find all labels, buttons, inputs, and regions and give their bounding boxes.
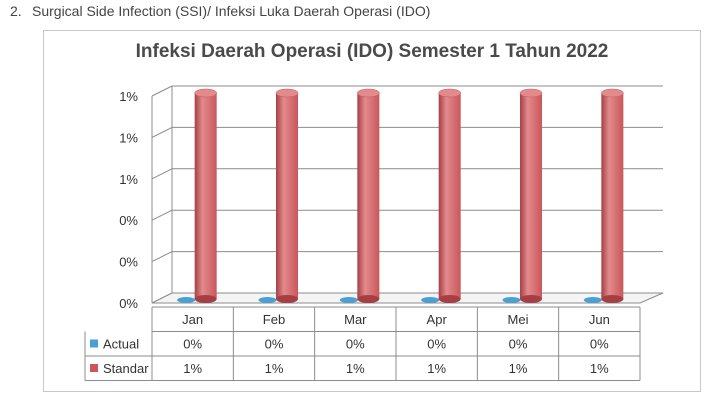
section-heading: 2. Surgical Side Infection (SSI)/ Infeksi… [10,3,430,19]
bar-standar [520,93,543,299]
data-label: 0% [509,337,528,352]
gridline-side [151,251,173,263]
bar-standar [438,93,461,299]
gridline-side [151,168,173,180]
bar-standar-top [357,88,380,98]
bar-standar-top [194,88,217,98]
bar-standar [601,93,624,299]
y-tick-label: 1% [119,172,138,187]
y-tick-label: 1% [119,89,138,104]
bar-standar-base [357,295,380,303]
y-tick-label: 0% [119,255,138,270]
data-label: 0% [427,337,446,352]
grid-layer: 0% 0% 0% 1% 1% 1% [119,85,664,311]
gridline-side [151,85,173,97]
bar-standar-top [275,88,299,98]
bar-standar [194,93,217,299]
bar-standar-base [601,295,624,303]
bar-standar-top [601,88,624,98]
y-tick-label: 1% [119,130,138,145]
bar-actual [583,297,602,303]
data-label: 1% [183,361,202,376]
gridline-side [151,126,173,138]
x-tick-label: Mei [508,312,529,327]
data-label: 1% [265,361,284,376]
y-tick-label: 0% [119,213,138,228]
data-table: Jan Feb Mar Apr Mei Jun Actual 0% 0% 0% 0% 0% 0% Stan… [84,306,641,381]
bar-standar-base [520,295,543,303]
bar-actual [258,297,277,303]
x-tick-label: Jan [182,312,203,327]
section-title: Surgical Side Infection (SSI)/ Infeksi L… [32,3,431,19]
data-label: 0% [265,337,284,352]
legend-label: Standar [103,361,149,376]
y-tick-label: 0% [119,296,138,311]
legend-label: Actual [103,337,139,352]
data-label: 0% [590,337,609,352]
gridline-side [151,209,173,221]
data-label: 1% [427,361,446,376]
data-label: 1% [509,361,528,376]
bar-standar [357,93,380,299]
data-label: 0% [183,337,202,352]
bar-standar-base [438,295,461,303]
bars-layer [177,88,624,303]
bar-standar-top [519,88,543,98]
chart-title: Infeksi Daerah Operasi (IDO) Semester 1 … [136,41,609,62]
bar-standar-base [194,295,217,303]
section-number: 2. [10,3,22,19]
x-tick-label: Jun [589,312,610,327]
x-tick-label: Apr [427,312,448,327]
legend-swatch [90,339,98,348]
bar-actual [177,297,196,303]
data-label: 1% [346,361,365,376]
legend-swatch [90,364,98,372]
bar-actual [421,297,440,303]
x-tick-label: Feb [263,312,285,327]
bar-actual [339,297,358,303]
data-label: 1% [590,361,609,376]
x-tick-label: Mar [344,312,367,327]
bar-standar-base [276,295,299,303]
bar-actual [502,297,521,303]
bar-standar [276,93,299,299]
bar-standar-top [438,88,461,98]
data-label: 0% [346,337,365,352]
